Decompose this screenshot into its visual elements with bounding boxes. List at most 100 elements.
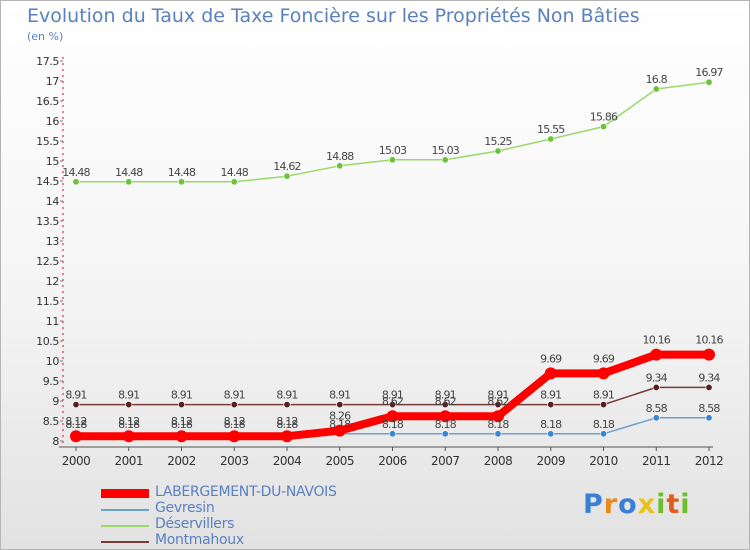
x-tick-label: 2005 — [325, 454, 354, 468]
data-label: 9.69 — [540, 352, 562, 365]
data-label: 14.48 — [115, 166, 143, 179]
data-point — [283, 401, 291, 409]
data-point — [230, 401, 238, 409]
data-label: 8.18 — [329, 418, 351, 431]
legend-label: Gevresin — [155, 500, 215, 516]
chart-title: Evolution du Taux de Taxe Foncière sur l… — [27, 5, 640, 27]
y-tick-label: 9.5 — [43, 375, 60, 388]
data-label: 15.86 — [590, 111, 618, 124]
y-tick-label: 8 — [52, 435, 59, 448]
data-point — [72, 178, 80, 186]
data-label: 8.18 — [593, 418, 615, 431]
data-point — [494, 147, 502, 155]
data-label: 8.62 — [487, 395, 508, 408]
data-label: 8.18 — [65, 418, 87, 431]
data-point — [705, 383, 713, 391]
data-point — [705, 414, 713, 422]
data-label: 9.34 — [698, 371, 720, 384]
logo-letter: x — [637, 489, 657, 520]
x-tick-label: 2004 — [273, 454, 302, 468]
data-point — [547, 430, 555, 438]
data-label: 8.91 — [435, 389, 456, 402]
data-point — [228, 430, 241, 443]
data-label: 8.91 — [65, 389, 86, 402]
y-tick-label: 15.5 — [36, 135, 59, 148]
data-point — [441, 156, 449, 164]
data-label: 8.18 — [487, 418, 509, 431]
data-point — [652, 85, 660, 93]
logo-letter: P — [583, 489, 604, 520]
data-label: 15.25 — [484, 135, 512, 148]
data-label: 8.18 — [276, 418, 298, 431]
x-tick-label: 2011 — [642, 454, 671, 468]
data-point — [283, 172, 291, 180]
data-label: 16.97 — [695, 66, 723, 79]
data-label: 14.48 — [221, 166, 249, 179]
data-point — [494, 401, 502, 409]
data-label: 8.91 — [276, 389, 297, 402]
data-point — [705, 78, 713, 86]
y-tick-label: 13 — [46, 235, 60, 248]
data-point — [125, 178, 133, 186]
data-label: 8.18 — [224, 418, 246, 431]
y-tick-label: 10 — [46, 355, 60, 368]
y-tick-label: 12 — [46, 275, 59, 288]
y-tick-label: 11.5 — [36, 295, 59, 308]
data-point — [175, 430, 188, 443]
y-tick-label: 17.5 — [36, 55, 59, 68]
logo-letter: o — [618, 489, 638, 520]
data-point — [650, 348, 663, 361]
data-point — [281, 430, 293, 443]
data-point — [599, 401, 607, 409]
data-point — [125, 401, 133, 409]
data-point — [388, 156, 396, 164]
data-point — [599, 430, 607, 438]
x-tick-label: 2002 — [167, 454, 196, 468]
data-label: 15.55 — [537, 123, 565, 136]
y-tick-label: 15 — [46, 155, 60, 168]
data-point — [178, 401, 186, 409]
x-tick-label: 2001 — [114, 454, 143, 468]
data-label: 8.58 — [698, 402, 720, 415]
data-point — [72, 401, 80, 409]
y-tick-label: 8.5 — [43, 415, 60, 428]
y-tick-label: 13.5 — [36, 215, 59, 228]
x-tick-label: 2000 — [62, 454, 91, 468]
data-point — [441, 401, 449, 409]
data-point — [441, 430, 449, 438]
data-point — [70, 430, 82, 443]
legend-swatch — [101, 489, 149, 498]
data-point — [652, 414, 660, 422]
legend-label: Montmahoux — [155, 532, 244, 548]
data-label: 8.12 — [118, 415, 139, 428]
x-tick-label: 2006 — [378, 454, 407, 468]
legend-swatch — [101, 541, 149, 543]
data-point — [547, 135, 555, 143]
data-label: 8.91 — [593, 389, 614, 402]
data-label: 14.88 — [326, 150, 354, 163]
data-point — [652, 383, 660, 391]
data-label: 8.91 — [487, 389, 508, 402]
data-label: 9.69 — [593, 352, 615, 365]
logo-letter: t — [666, 489, 681, 520]
data-label: 15.03 — [379, 144, 407, 157]
data-label: 8.91 — [224, 389, 245, 402]
data-label: 8.91 — [540, 389, 561, 402]
data-point — [230, 178, 238, 186]
data-label: 9.34 — [646, 371, 668, 384]
data-label: 8.12 — [224, 415, 245, 428]
data-label: 8.18 — [540, 418, 562, 431]
y-tick-label: 17 — [46, 75, 60, 88]
x-tick-label: 2012 — [695, 454, 724, 468]
data-label: 8.91 — [382, 389, 403, 402]
data-label: 8.91 — [329, 389, 350, 402]
line-chart: 8 8.5 9 9.5 10 10.5 11 11.5 12 12.5 13 13.5 14 14.5 15… — [36, 55, 724, 468]
data-label: 8.12 — [65, 415, 86, 428]
proxiti-logo: Proxiti — [583, 489, 691, 520]
data-label: 8.18 — [171, 418, 193, 431]
data-label: 15.03 — [432, 144, 460, 157]
y-tick-label: 12.5 — [36, 255, 59, 268]
x-tick-label: 2003 — [220, 454, 249, 468]
logo-letter: r — [603, 489, 619, 520]
